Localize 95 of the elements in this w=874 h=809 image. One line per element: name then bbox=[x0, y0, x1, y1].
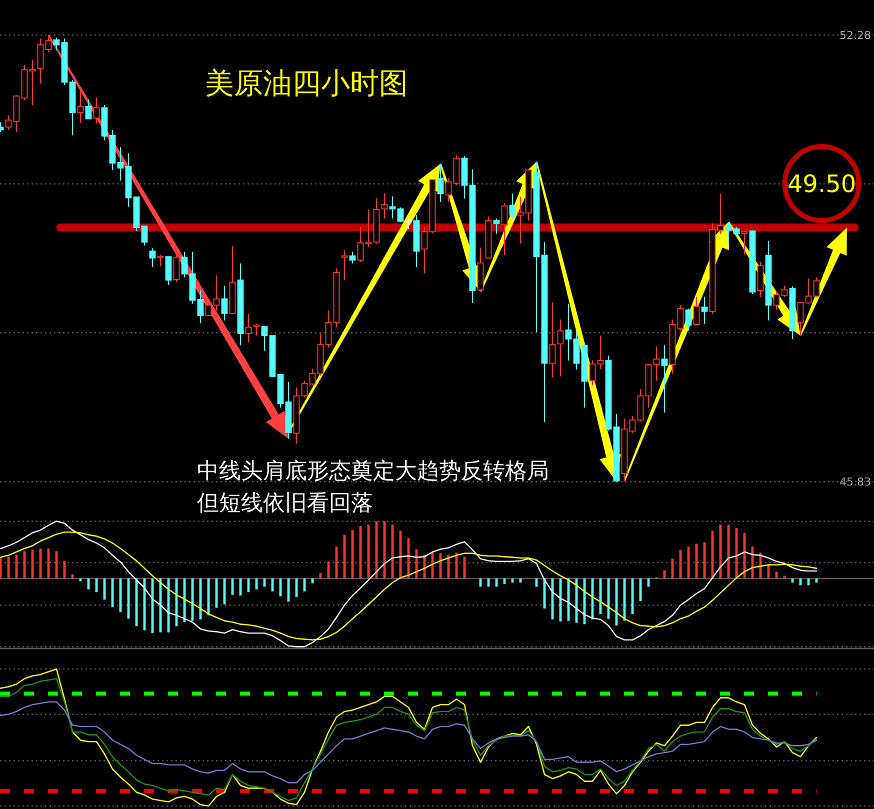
candlestick bbox=[109, 129, 116, 171]
candlestick bbox=[741, 231, 748, 256]
candlestick bbox=[181, 251, 188, 278]
candlestick bbox=[725, 221, 732, 244]
candlestick bbox=[637, 388, 644, 422]
candlestick bbox=[629, 415, 636, 434]
candlestick bbox=[5, 114, 12, 130]
candlestick bbox=[757, 262, 764, 298]
candlestick bbox=[413, 214, 420, 268]
candlestick bbox=[493, 218, 500, 234]
candlestick bbox=[557, 319, 564, 377]
candlestick bbox=[645, 363, 652, 408]
candlestick bbox=[717, 193, 724, 234]
candlestick bbox=[773, 291, 780, 310]
candlestick bbox=[221, 285, 228, 321]
candlestick bbox=[85, 98, 92, 120]
candlestick bbox=[437, 163, 444, 202]
annotation: 中线头肩底形态奠定大趋势反转格局 bbox=[197, 459, 549, 484]
candlestick bbox=[37, 38, 44, 84]
candlestick bbox=[189, 251, 196, 304]
candlestick bbox=[237, 263, 244, 346]
candlestick bbox=[205, 302, 212, 316]
candlestick bbox=[317, 332, 324, 376]
candlestick bbox=[381, 192, 388, 220]
candlestick bbox=[573, 330, 580, 370]
candlestick bbox=[653, 346, 660, 382]
y-tick-label: 45.83 bbox=[840, 476, 871, 489]
candlestick bbox=[309, 368, 316, 386]
candlestick bbox=[797, 302, 804, 336]
candlestick bbox=[341, 250, 348, 281]
candlestick bbox=[501, 202, 508, 256]
candlestick bbox=[549, 302, 556, 378]
candlestick bbox=[245, 314, 252, 343]
candlestick bbox=[357, 226, 364, 263]
candlestick bbox=[517, 196, 524, 244]
candlestick bbox=[349, 251, 356, 264]
candlestick bbox=[29, 59, 36, 106]
candlestick bbox=[669, 319, 676, 374]
candlestick bbox=[533, 161, 540, 333]
candlestick bbox=[141, 226, 148, 246]
candlestick bbox=[445, 178, 452, 202]
candlestick bbox=[365, 209, 372, 248]
candlestick bbox=[541, 242, 548, 423]
candlestick bbox=[429, 179, 436, 234]
candlestick bbox=[453, 155, 460, 186]
candlestick bbox=[509, 193, 516, 220]
candlestick bbox=[813, 276, 820, 298]
candlestick bbox=[781, 285, 788, 298]
candlestick bbox=[485, 216, 492, 260]
candlestick bbox=[69, 80, 76, 136]
candlestick bbox=[477, 247, 484, 292]
candlestick bbox=[589, 360, 596, 386]
candlestick bbox=[333, 268, 340, 328]
candlestick bbox=[421, 227, 428, 274]
candlestick bbox=[701, 296, 708, 324]
candlestick bbox=[765, 240, 772, 321]
text: 美原油四小时图 bbox=[205, 66, 408, 100]
ref-line-label: 49.50 bbox=[787, 170, 856, 198]
candlestick bbox=[405, 220, 412, 230]
candlestick bbox=[117, 146, 124, 181]
candlestick bbox=[389, 196, 396, 220]
candlestick bbox=[525, 168, 532, 222]
candlestick bbox=[581, 343, 588, 408]
candlestick bbox=[709, 222, 716, 315]
candlestick bbox=[173, 250, 180, 283]
text: 但短线依旧看回落 bbox=[197, 491, 373, 516]
candlestick bbox=[253, 323, 260, 336]
candlestick bbox=[93, 96, 100, 124]
candlestick bbox=[733, 226, 740, 236]
candlestick bbox=[261, 326, 268, 352]
candlestick bbox=[693, 296, 700, 326]
candlestick bbox=[373, 198, 380, 244]
candlestick bbox=[293, 387, 300, 444]
candlestick bbox=[21, 64, 28, 101]
candlestick bbox=[77, 89, 84, 124]
candlestick bbox=[805, 278, 812, 304]
candlestick bbox=[157, 254, 164, 267]
candlestick bbox=[461, 156, 468, 199]
candlestick bbox=[125, 152, 132, 208]
candlestick bbox=[13, 94, 20, 132]
y-tick-label: 52.28 bbox=[840, 29, 871, 42]
candlestick bbox=[597, 335, 604, 370]
candlestick bbox=[285, 381, 292, 440]
candlestick bbox=[677, 304, 684, 332]
candlestick bbox=[45, 34, 52, 53]
candlestick bbox=[53, 37, 60, 51]
candlestick bbox=[149, 248, 156, 268]
candlestick bbox=[213, 274, 220, 312]
candlestick bbox=[197, 290, 204, 324]
candlestick bbox=[621, 418, 628, 482]
candlestick bbox=[661, 344, 668, 413]
candlestick bbox=[229, 246, 236, 315]
candlestick bbox=[565, 303, 572, 361]
candlestick bbox=[325, 310, 332, 348]
candlestick bbox=[301, 380, 308, 398]
